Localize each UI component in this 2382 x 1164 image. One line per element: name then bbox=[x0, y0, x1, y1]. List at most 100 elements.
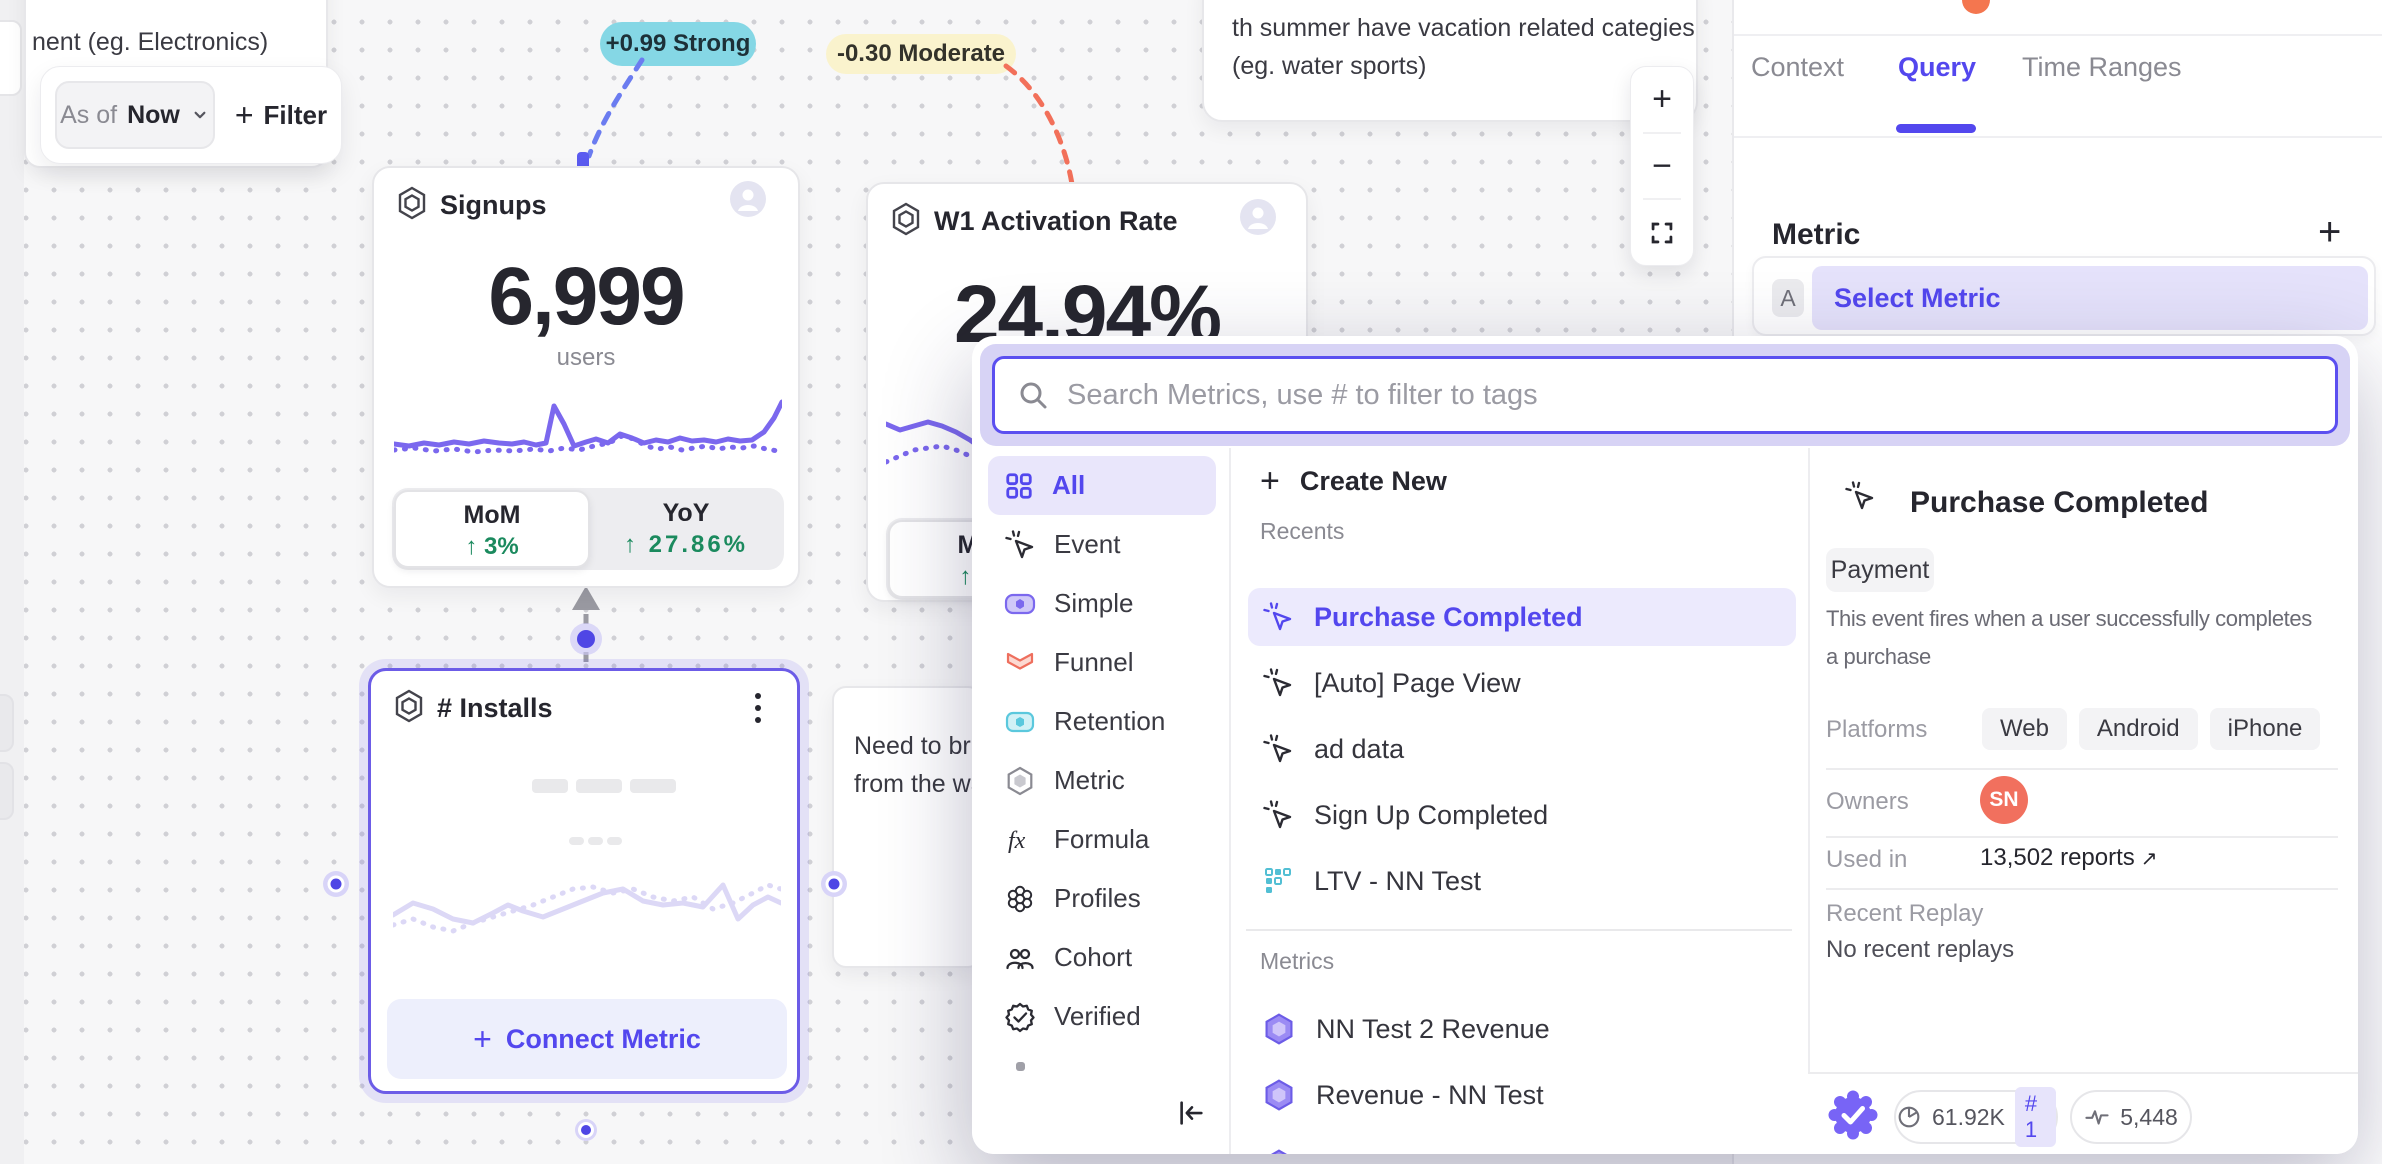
card-menu-button[interactable] bbox=[755, 693, 761, 723]
notification-dot bbox=[1962, 0, 1990, 14]
category-label: Funnel bbox=[1054, 647, 1134, 677]
detail-footer: 61.92K # 1 5,448 bbox=[1808, 1072, 2358, 1154]
owner-avatar[interactable]: SN bbox=[1980, 776, 2028, 824]
mom-label: MoM bbox=[463, 501, 521, 529]
list-item-label: [Auto] Page View bbox=[1314, 667, 1521, 698]
divider bbox=[1808, 448, 1810, 1154]
avatar bbox=[1240, 199, 1276, 235]
select-metric-button[interactable]: Select Metric bbox=[1812, 266, 2368, 330]
list-item-ltv-nn-test[interactable]: LTV - NN Test bbox=[1248, 852, 1796, 910]
mom-delta: ↑ 3% bbox=[465, 533, 519, 560]
correlation-badge-moderate[interactable]: -0.30 Moderate bbox=[826, 34, 1016, 74]
category-funnel[interactable]: Funnel bbox=[988, 633, 1216, 692]
pulse-icon bbox=[2084, 1104, 2110, 1130]
category-cohort[interactable]: Cohort bbox=[988, 928, 1216, 987]
card-title: Signups bbox=[440, 190, 547, 220]
list-item-nn-test-2-revenue[interactable]: NN Test 2 Revenue bbox=[1248, 1000, 1796, 1058]
list-item-label: NN Test 2 Revenue bbox=[1316, 1013, 1550, 1044]
list-item-ad-data[interactable]: ad data bbox=[1248, 720, 1796, 778]
collapse-sidebar-button[interactable] bbox=[1176, 1098, 1206, 1128]
card-installs[interactable]: # Installs + Connect Metric bbox=[368, 668, 800, 1094]
sticky-note-line1: Need to brin bbox=[854, 732, 991, 760]
yoy-toggle[interactable]: YoY ↑ 27.86% bbox=[590, 490, 782, 568]
category-verified[interactable]: Verified bbox=[988, 987, 1216, 1046]
sticky-note-mid[interactable]: Need to brin from the wa bbox=[832, 686, 990, 968]
sticky-note-line2: from the wa bbox=[854, 770, 985, 798]
category-metric[interactable]: Metric bbox=[988, 751, 1216, 810]
list-item--auto-page-view[interactable]: [Auto] Page View bbox=[1248, 654, 1796, 712]
detail-tag[interactable]: Payment bbox=[1826, 548, 1934, 592]
list-item-purchase-completed[interactable]: Purchase Completed bbox=[1248, 588, 1796, 646]
verified-seal-icon[interactable] bbox=[1828, 1090, 1878, 1140]
connect-metric-label: Connect Metric bbox=[505, 1023, 701, 1054]
tab-query[interactable]: Query bbox=[1898, 52, 1977, 82]
badge-text: -0.30 Moderate bbox=[836, 40, 1006, 67]
zoom-in-button[interactable]: + bbox=[1652, 79, 1672, 118]
pie-chart-icon bbox=[1896, 1104, 1922, 1130]
category-all[interactable]: All bbox=[988, 456, 1216, 515]
event-icon bbox=[1262, 601, 1294, 633]
metric-picker-modal: All Event Simple Funnel Retention Metric fx For… bbox=[972, 336, 2358, 1154]
metric-hexagon-icon bbox=[393, 689, 425, 723]
used-in-value: 13,502 reports bbox=[1980, 844, 2135, 871]
tab-context[interactable]: Context bbox=[1751, 52, 1845, 82]
svg-text:fx: fx bbox=[1008, 828, 1026, 854]
offscreen-card-edge bbox=[0, 20, 22, 96]
filter-label: Filter bbox=[263, 99, 328, 130]
as-of-label: As of bbox=[60, 100, 118, 129]
recent-replay-value: No recent replays bbox=[1826, 936, 2015, 963]
list-item-sign-up-completed[interactable]: Sign Up Completed bbox=[1248, 786, 1796, 844]
recent-replay-label: Recent Replay bbox=[1826, 900, 1984, 927]
category-event[interactable]: Event bbox=[988, 515, 1216, 574]
simple-icon bbox=[1004, 588, 1036, 620]
signups-trend-chart bbox=[391, 396, 785, 460]
category-formula[interactable]: fx Formula bbox=[988, 810, 1216, 869]
connect-metric-button[interactable]: + Connect Metric bbox=[387, 999, 787, 1079]
category-retention[interactable]: Retention bbox=[988, 692, 1216, 751]
correlation-badge-strong[interactable]: +0.99 Strong bbox=[600, 22, 756, 66]
search-input[interactable] bbox=[1067, 378, 2335, 412]
as-of-value: Now bbox=[127, 100, 180, 129]
fit-to-screen-button[interactable] bbox=[1631, 200, 1693, 265]
search-icon bbox=[1017, 379, 1049, 411]
sticky-note-line2: (eg. water sports) bbox=[1232, 52, 1427, 80]
formula-icon: fx bbox=[1004, 824, 1036, 856]
add-metric-button[interactable]: + bbox=[2318, 210, 2342, 254]
tab-time-ranges[interactable]: Time Ranges bbox=[2022, 52, 2182, 82]
category-simple[interactable]: Simple bbox=[988, 574, 1216, 633]
list-item-label: Revenue - NN Test bbox=[1316, 1079, 1544, 1110]
zoom-out-button[interactable]: − bbox=[1652, 146, 1672, 185]
avatar bbox=[730, 181, 766, 217]
create-new-button[interactable]: + Create New bbox=[1260, 462, 1447, 501]
category-label: Retention bbox=[1054, 706, 1166, 736]
event-icon bbox=[1844, 480, 1888, 524]
yoy-label: YoY bbox=[662, 499, 710, 527]
divider bbox=[1826, 836, 2338, 838]
list-item-revenue-nn-test[interactable]: Revenue - NN Test bbox=[1248, 1066, 1796, 1124]
add-filter-button[interactable]: + Filter bbox=[225, 81, 337, 149]
used-in-reports-link[interactable]: 13,502 reports ↗ bbox=[1980, 844, 2158, 872]
event-volume-pill[interactable]: 5,448 bbox=[2070, 1090, 2192, 1144]
list-item-label: Purchase Completed bbox=[1314, 601, 1583, 632]
skeleton-bar bbox=[576, 779, 622, 793]
cohort-icon bbox=[1004, 942, 1036, 974]
retention-icon bbox=[1004, 706, 1036, 738]
sticky-note-summer[interactable]: th summer have vacation related categies… bbox=[1202, 0, 1698, 122]
used-in-label: Used in bbox=[1826, 846, 1908, 873]
plus-icon: + bbox=[1260, 462, 1280, 500]
category-label: Metric bbox=[1054, 765, 1125, 795]
category-label: All bbox=[1052, 470, 1086, 500]
query-count-pill[interactable]: 61.92K # 1 bbox=[1894, 1087, 2058, 1147]
sidebar-footer bbox=[972, 1076, 1229, 1154]
search-field bbox=[992, 356, 2338, 434]
metric-hexagon-icon bbox=[890, 202, 922, 236]
board-toolbar: As of Now + Filter bbox=[40, 66, 342, 164]
as-of-dropdown[interactable]: As of Now bbox=[55, 81, 215, 149]
category-label: Profiles bbox=[1054, 883, 1141, 913]
card-signups[interactable]: Signups 6,999 users MoM ↑ 3% YoY ↑ 27.86… bbox=[372, 166, 800, 588]
mom-toggle[interactable]: MoM ↑ 3% bbox=[394, 490, 590, 568]
metric-clause-row: A Select Metric bbox=[1752, 256, 2376, 336]
sticky-note-line1: th summer have vacation related categies bbox=[1232, 14, 1695, 42]
category-profiles[interactable]: Profiles bbox=[988, 869, 1216, 928]
divider bbox=[1734, 136, 2382, 138]
